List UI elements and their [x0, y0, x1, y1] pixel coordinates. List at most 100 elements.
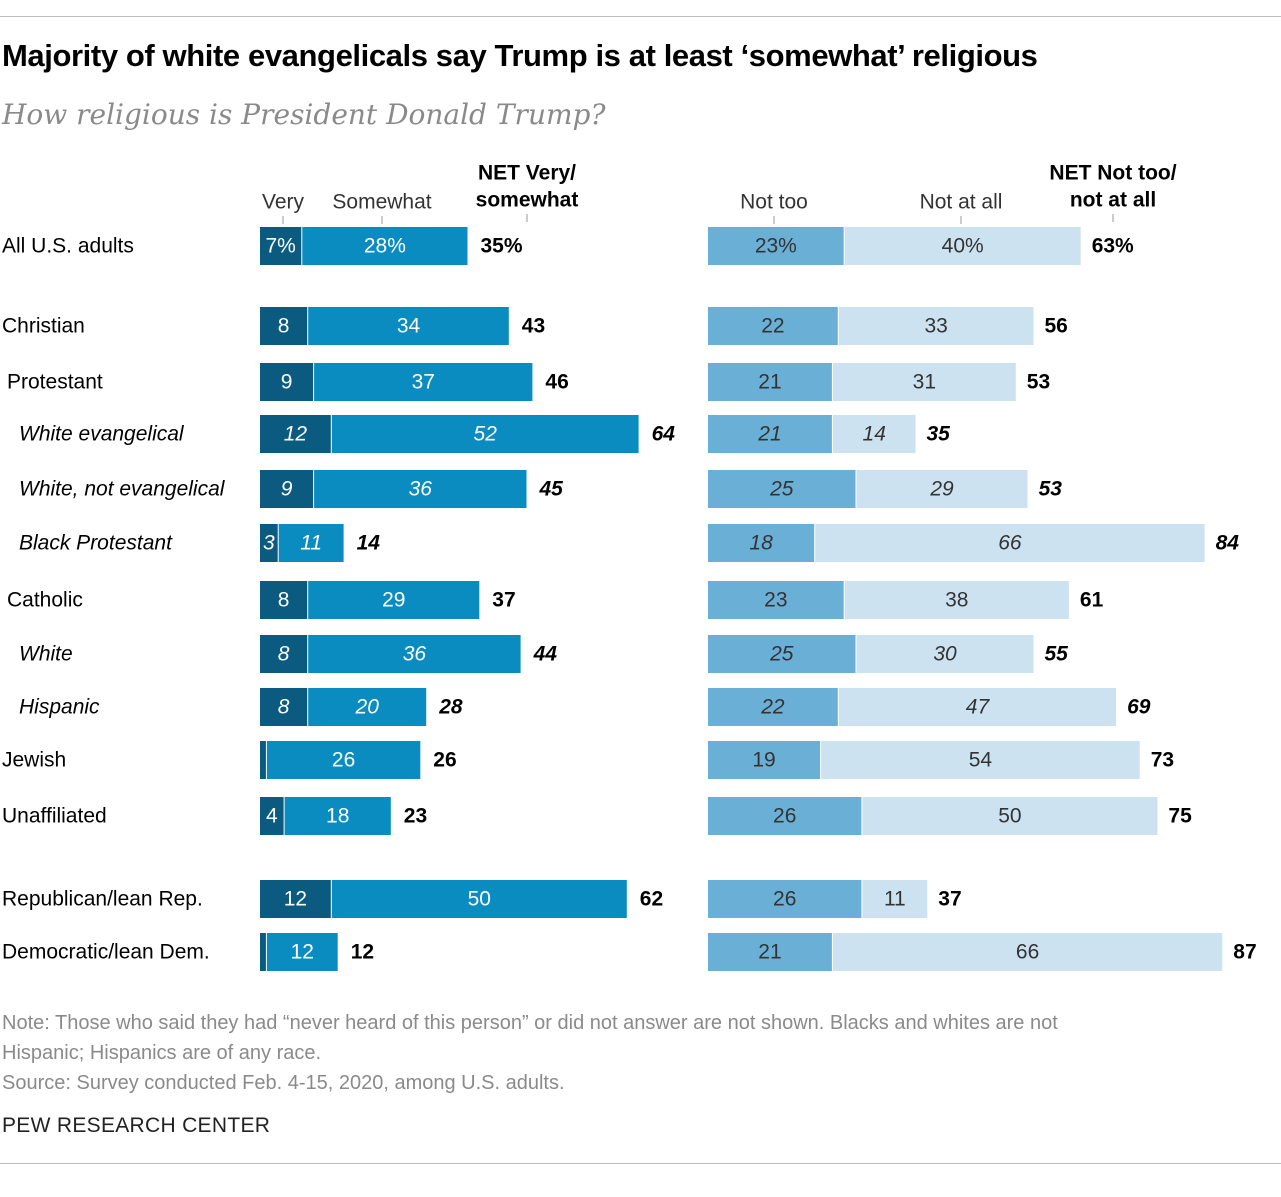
net-value-very-somewhat: 37: [492, 589, 515, 612]
value-label-not-too: 25: [769, 478, 794, 501]
bar-somewhat: [302, 227, 468, 265]
bar-very: [260, 797, 284, 835]
net-value-not: 84: [1216, 532, 1240, 555]
row-label: Democratic/lean Dem.: [2, 941, 210, 964]
row-label: White, not evangelical: [19, 478, 226, 501]
value-label-somewhat: 36: [403, 643, 427, 666]
top-rule: [0, 16, 1281, 17]
note-line-1: Note: Those who said they had “never hea…: [2, 1012, 1058, 1034]
net-header-line2: somewhat: [476, 189, 579, 212]
bar-somewhat: [284, 797, 391, 835]
value-label-very: 9: [281, 478, 293, 501]
value-label-somewhat: 12: [291, 941, 314, 964]
bar-somewhat: [308, 635, 521, 673]
bar-very: [260, 307, 308, 345]
value-label-somewhat: 29: [382, 589, 405, 612]
value-label-very: 8: [278, 643, 290, 666]
net-value-very-somewhat: 43: [522, 315, 545, 338]
net-header-line2: not at all: [1070, 189, 1156, 212]
net-value-not: 87: [1233, 941, 1256, 964]
bar-not-too: [708, 524, 815, 562]
value-label-not-at-all: 50: [998, 805, 1021, 828]
bar-not-at-all: [856, 635, 1034, 673]
bar-very: [260, 363, 314, 401]
bar-not-too: [708, 227, 844, 265]
net-value-not: 53: [1027, 371, 1050, 394]
row-label: Protestant: [7, 371, 103, 394]
value-label-not-too: 25: [769, 643, 794, 666]
value-label-somewhat: 18: [326, 805, 349, 828]
bar-very: [260, 470, 314, 508]
value-label-not-at-all: 14: [863, 423, 886, 446]
value-label-not-at-all: 11: [884, 888, 906, 911]
chart-title: Majority of white evangelicals say Trump…: [2, 38, 1038, 73]
value-label-very: 3: [263, 532, 275, 555]
bar-not-too: [708, 307, 838, 345]
bar-not-at-all: [844, 581, 1069, 619]
row-label: Catholic: [7, 589, 83, 612]
value-label-not-too: 23%: [755, 235, 797, 258]
bar-very: [260, 741, 266, 779]
value-label-very: 12: [284, 888, 307, 911]
net-value-very-somewhat: 35%: [481, 235, 523, 258]
bar-not-at-all: [815, 524, 1205, 562]
pew-credit: PEW RESEARCH CENTER: [2, 1114, 271, 1137]
bar-not-at-all: [862, 880, 928, 918]
net-value-not: 53: [1039, 478, 1063, 501]
row-label: White evangelical: [19, 423, 185, 446]
row-label: Hispanic: [19, 696, 100, 719]
bar-somewhat: [266, 933, 338, 971]
net-value-not: 56: [1045, 315, 1068, 338]
value-label-very: 8: [278, 589, 290, 612]
value-label-very: 4: [266, 805, 278, 828]
net-value-very-somewhat: 44: [533, 643, 558, 666]
bar-somewhat: [278, 524, 344, 562]
bar-not-at-all: [838, 307, 1034, 345]
column-header-not-too: Not too: [740, 191, 808, 214]
bar-very: [260, 227, 302, 265]
bar-not-too: [708, 797, 862, 835]
net-value-not: 73: [1151, 749, 1174, 772]
net-value-not: 35: [927, 423, 951, 446]
bar-very: [260, 635, 308, 673]
value-label-not-at-all: 33: [924, 315, 947, 338]
row-label: Black Protestant: [19, 532, 173, 555]
net-value-very-somewhat: 28: [438, 696, 463, 719]
note-line-2: Hispanic; Hispanics are of any race.: [2, 1042, 322, 1064]
value-label-not-too: 23: [764, 589, 787, 612]
net-value-very-somewhat: 62: [640, 888, 663, 911]
bar-not-at-all: [862, 797, 1158, 835]
net-header-line1: NET Very/: [478, 162, 576, 185]
bar-very: [260, 933, 266, 971]
bar-not-too: [708, 470, 856, 508]
value-label-somewhat: 20: [355, 696, 380, 719]
net-value-not: 69: [1127, 696, 1151, 719]
value-label-not-at-all: 29: [929, 478, 954, 501]
value-label-not-at-all: 40%: [942, 235, 984, 258]
bar-somewhat: [314, 470, 527, 508]
bar-not-too: [708, 688, 838, 726]
value-label-not-at-all: 30: [933, 643, 957, 666]
bar-somewhat: [331, 880, 627, 918]
row-label: Christian: [2, 315, 85, 338]
bar-not-at-all: [838, 688, 1117, 726]
value-label-somewhat: 26: [332, 749, 355, 772]
value-label-not-too: 22: [760, 696, 785, 719]
bar-not-at-all: [832, 933, 1223, 971]
row-label: Republican/lean Rep.: [2, 888, 203, 911]
column-header-somewhat: Somewhat: [332, 191, 431, 214]
bar-somewhat: [308, 307, 509, 345]
value-label-not-too: 26: [773, 888, 796, 911]
bar-somewhat: [331, 415, 639, 453]
value-label-very: 12: [284, 423, 308, 446]
net-value-very-somewhat: 46: [545, 371, 568, 394]
value-label-somewhat: 28%: [364, 235, 406, 258]
value-label-not-at-all: 31: [913, 371, 936, 394]
value-label-somewhat: 34: [397, 315, 421, 338]
bar-not-too: [708, 363, 832, 401]
bar-not-at-all: [844, 227, 1081, 265]
chart-subtitle: How religious is President Donald Trump?: [2, 98, 606, 131]
value-label-not-at-all: 54: [969, 749, 993, 772]
bar-very: [260, 581, 308, 619]
value-label-not-at-all: 38: [945, 589, 968, 612]
